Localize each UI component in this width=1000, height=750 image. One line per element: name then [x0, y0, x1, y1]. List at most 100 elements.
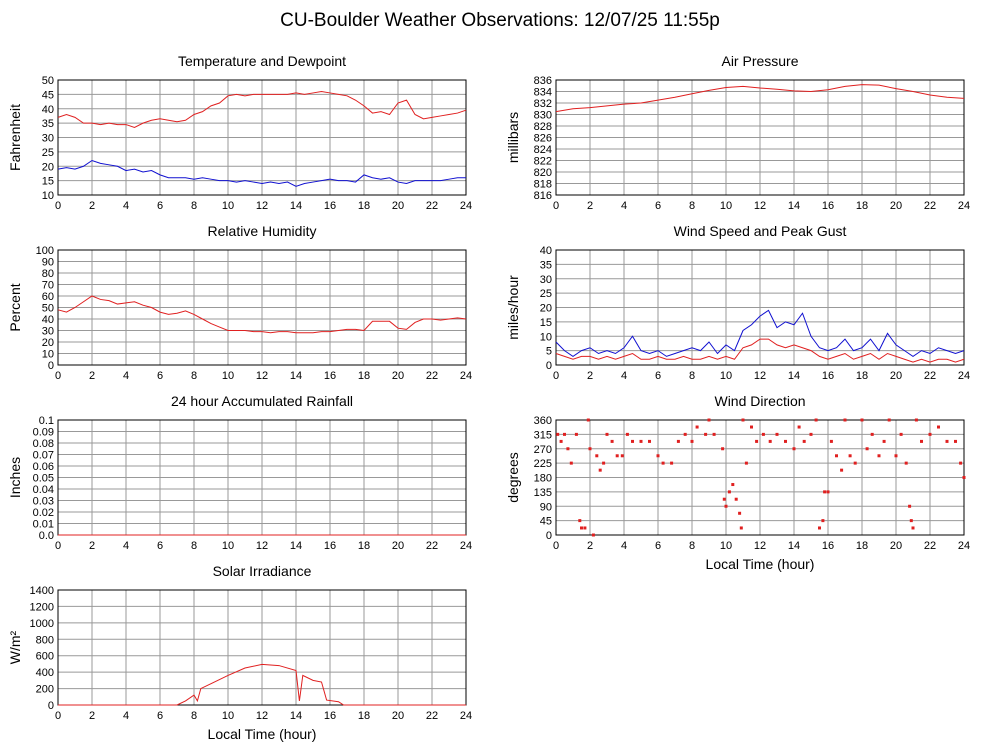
y-tick-label: 10	[42, 349, 54, 361]
y-tick-label: 600	[36, 651, 54, 663]
chart-title: Solar Irradiance	[213, 563, 312, 579]
y-tick-label: 25	[540, 288, 552, 300]
data-point	[954, 439, 957, 443]
y-tick-label: 15	[540, 317, 552, 329]
data-point	[853, 461, 857, 465]
data-point	[721, 447, 725, 451]
y-axis-label: Inches	[7, 457, 23, 498]
data-point	[928, 432, 932, 436]
data-point	[615, 454, 619, 458]
x-tick-label: 18	[856, 200, 868, 212]
data-point	[823, 490, 827, 494]
x-tick-label: 8	[191, 200, 197, 212]
data-point	[631, 439, 634, 443]
data-point	[739, 526, 743, 530]
x-tick-label: 24	[460, 710, 472, 722]
y-tick-label: 90	[540, 501, 552, 513]
data-point	[578, 519, 582, 523]
y-tick-label: 35	[42, 118, 54, 130]
x-tick-label: 0	[55, 200, 61, 212]
x-tick-label: 14	[290, 370, 302, 382]
data-point	[792, 447, 796, 451]
data-point	[908, 504, 912, 508]
x-tick-label: 20	[890, 200, 902, 212]
y-tick-label: 400	[36, 667, 54, 679]
x-tick-label: 16	[324, 200, 336, 212]
y-tick-label: 40	[42, 104, 54, 116]
y-tick-label: 1000	[30, 618, 54, 630]
y-tick-label: 315	[534, 429, 552, 441]
y-tick-label: 25	[42, 147, 54, 159]
x-tick-label: 16	[324, 710, 336, 722]
x-tick-label: 20	[890, 370, 902, 382]
x-tick-label: 16	[324, 370, 336, 382]
y-tick-label: 834	[534, 87, 552, 99]
y-tick-label: 0.07	[33, 450, 54, 462]
y-tick-label: 0.05	[33, 473, 54, 485]
y-tick-label: 20	[42, 337, 54, 349]
data-point	[724, 504, 728, 508]
x-tick-label: 12	[754, 370, 766, 382]
plot-border	[57, 79, 467, 196]
x-tick-label: 24	[958, 200, 970, 212]
x-tick-label: 0	[553, 540, 559, 552]
x-tick-label: 12	[256, 200, 268, 212]
y-tick-label: 0.08	[33, 438, 54, 450]
y-axis-label: millibars	[505, 112, 521, 163]
x-tick-label: 14	[290, 200, 302, 212]
y-tick-label: 30	[42, 326, 54, 338]
data-point	[860, 418, 864, 422]
data-point	[945, 439, 949, 443]
data-point	[639, 439, 643, 443]
x-tick-label: 4	[123, 200, 129, 212]
data-point	[707, 418, 711, 422]
y-tick-label: 5	[546, 346, 552, 358]
data-point	[661, 461, 665, 465]
y-tick-label: 830	[534, 110, 552, 122]
data-point	[904, 461, 908, 465]
data-point	[870, 432, 874, 436]
x-tick-label: 18	[358, 370, 370, 382]
y-tick-label: 826	[534, 133, 552, 145]
data-point	[829, 439, 833, 443]
chart-title: Temperature and Dewpoint	[178, 53, 346, 69]
y-tick-label: 50	[42, 75, 54, 87]
y-tick-label: 10	[540, 331, 552, 343]
data-point	[727, 490, 731, 494]
data-line	[555, 338, 965, 363]
x-tick-label: 2	[587, 370, 593, 382]
data-point	[559, 439, 563, 443]
data-point	[583, 526, 587, 530]
x-tick-label: 12	[754, 200, 766, 212]
x-axis-label: Local Time (hour)	[706, 556, 815, 572]
x-tick-label: 24	[460, 370, 472, 382]
data-point	[755, 439, 759, 443]
data-point	[826, 490, 830, 494]
x-tick-label: 16	[324, 540, 336, 552]
x-tick-label: 20	[392, 370, 404, 382]
x-tick-label: 10	[222, 540, 234, 552]
data-line	[555, 309, 965, 357]
y-tick-label: 20	[42, 161, 54, 173]
chart-title: Wind Direction	[714, 393, 805, 409]
y-tick-label: 828	[534, 121, 552, 133]
data-point	[605, 432, 609, 436]
y-tick-label: 800	[36, 634, 54, 646]
page-title: CU-Boulder Weather Observations: 12/07/2…	[280, 10, 720, 31]
x-tick-label: 4	[621, 540, 627, 552]
data-point	[591, 533, 595, 537]
y-tick-label: 100	[36, 245, 54, 257]
y-tick-label: 0	[48, 700, 54, 712]
x-tick-label: 2	[89, 710, 95, 722]
y-tick-label: 0	[48, 360, 54, 372]
y-tick-label: 822	[534, 156, 552, 168]
data-point	[761, 432, 765, 436]
data-point	[821, 519, 825, 523]
y-tick-label: 30	[42, 133, 54, 145]
data-point	[610, 439, 614, 443]
y-tick-label: 824	[534, 144, 552, 156]
x-tick-label: 0	[553, 370, 559, 382]
x-tick-label: 16	[822, 200, 834, 212]
x-tick-label: 18	[856, 370, 868, 382]
y-tick-label: 20	[540, 303, 552, 315]
